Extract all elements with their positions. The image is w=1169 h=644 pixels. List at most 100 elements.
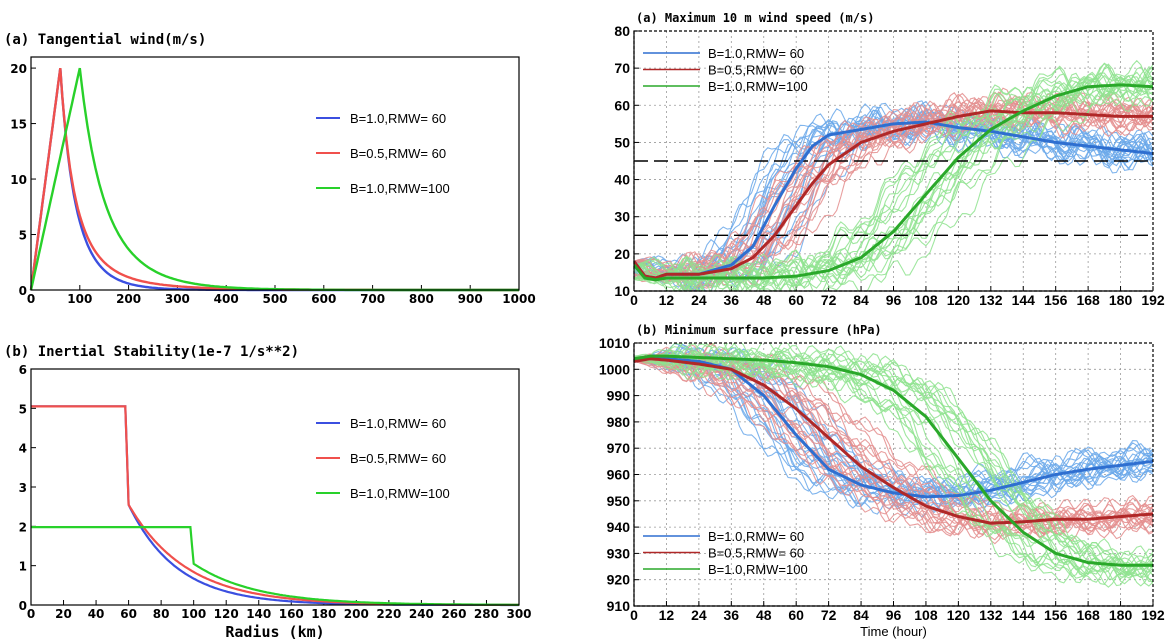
x-tick-label: 192 [1141,607,1165,623]
x-tick-label: 80 [153,607,170,621]
legend-label-2: B=1.0,RMW=100 [350,181,450,196]
legend-label-0: B=1.0,RMW= 60 [708,529,804,544]
chart-title: (a) Tangential wind(m/s) [4,32,206,48]
x-tick-label: 400 [214,292,239,306]
x-tick-label: 0 [27,292,35,306]
y-tick-label: 20 [10,62,27,76]
x-tick-label: 60 [788,292,804,308]
legend-label-1: B=0.5,RMW= 60 [708,63,804,78]
x-tick-label: 500 [262,292,287,306]
x-tick-label: 84 [853,292,869,308]
legend-label-1: B=0.5,RMW= 60 [350,146,446,161]
x-tick-label: 96 [886,607,902,623]
ensemble-member-1 [634,108,1153,291]
x-tick-label: 168 [1076,292,1100,308]
x-axis-label: Time (hour) [860,624,927,639]
legend-label-1: B=0.5,RMW= 60 [708,546,804,561]
x-tick-label: 300 [506,607,531,621]
x-tick-label: 144 [1012,607,1036,623]
legend-label-2: B=1.0,RMW=100 [708,562,808,577]
ensemble-member-2 [634,77,1153,291]
x-tick-label: 1000 [502,292,535,306]
ensemble-member-2 [634,343,1153,566]
y-tick-label: 5 [19,229,27,243]
x-tick-label: 12 [659,607,675,623]
plot-area [634,59,1153,291]
series-mean-line-2 [634,83,1153,282]
legend-label-2: B=1.0,RMW=100 [350,486,450,501]
x-tick-label: 144 [1012,292,1036,308]
y-tick-label: 15 [10,118,27,132]
x-tick-label: 120 [947,607,971,623]
plot-frame [30,368,520,606]
y-tick-label: 2 [19,520,27,534]
y-tick-label: 10 [10,173,27,187]
x-tick-label: 120 [214,607,239,621]
ensemble-member-2 [634,345,1153,572]
x-tick-label: 220 [376,607,401,621]
x-tick-label: 600 [311,292,336,306]
x-tick-label: 700 [360,292,385,306]
series-mean-line-1 [634,109,1153,280]
series-line-1 [31,405,519,606]
x-tick-label: 180 [311,607,336,621]
y-tick-label: 80 [614,23,630,39]
y-tick-label: 10 [614,283,630,299]
x-tick-label: 132 [979,292,1003,308]
y-tick-label: 30 [614,209,630,225]
x-tick-label: 48 [756,607,772,623]
ensemble-member-1 [634,357,1153,536]
y-tick-label: 1 [19,560,27,574]
legend-label-0: B=1.0,RMW= 60 [708,46,804,61]
series-line-1 [29,67,519,292]
y-tick-label: 40 [614,172,630,188]
x-tick-label: 40 [88,607,105,621]
x-tick-label: 900 [458,292,483,306]
x-tick-label: 108 [914,292,938,308]
x-tick-label: 84 [853,607,869,623]
x-axis-label: Radius (km) [225,623,324,641]
y-tick-label: 910 [607,598,631,614]
y-tick-label: 70 [614,60,630,76]
plot-frame [30,56,520,291]
chart-tangential: 0 100 200 300 400 500 600 700 800 900 1000 0 5 10 15 20… [4,32,536,306]
x-tick-label: 100 [67,292,92,306]
x-tick-label: 192 [1141,292,1165,308]
x-tick-label: 100 [181,607,206,621]
x-tick-label: 48 [756,292,772,308]
y-tick-label: 0 [19,599,27,613]
series-mean-line-1 [634,357,1153,525]
x-tick-label: 0 [630,607,638,623]
y-tick-label: 6 [19,363,27,377]
x-tick-label: 36 [724,607,740,623]
ensemble-member-2 [634,355,1153,587]
x-tick-label: 108 [914,607,938,623]
x-tick-label: 24 [691,292,707,308]
x-tick-label: 200 [344,607,369,621]
series-mean-line-2 [634,354,1153,567]
y-tick-label: 60 [614,97,630,113]
x-tick-label: 180 [1109,607,1133,623]
ensemble-member-2 [634,63,1153,283]
ensemble-member-2 [634,343,1153,568]
x-tick-label: 20 [55,607,72,621]
legend-label-0: B=1.0,RMW= 60 [350,111,446,126]
y-tick-label: 4 [19,442,27,456]
legend-label-2: B=1.0,RMW=100 [708,79,808,94]
x-tick-label: 168 [1076,607,1100,623]
y-tick-label: 3 [19,481,27,495]
y-tick-label: 980 [607,414,631,430]
x-tick-label: 240 [409,607,434,621]
y-tick-label: 5 [19,402,27,416]
x-tick-label: 132 [979,607,1003,623]
x-tick-label: 800 [409,292,434,306]
chart-title: (b) Inertial Stability(1e-7 1/s**2) [4,344,299,360]
ensemble-member-2 [634,77,1153,291]
ensemble-member-1 [634,356,1153,528]
series-line-0 [31,405,519,607]
y-tick-label: 950 [607,493,631,509]
x-tick-label: 280 [474,607,499,621]
x-tick-label: 160 [279,607,304,621]
x-tick-label: 24 [691,607,707,623]
